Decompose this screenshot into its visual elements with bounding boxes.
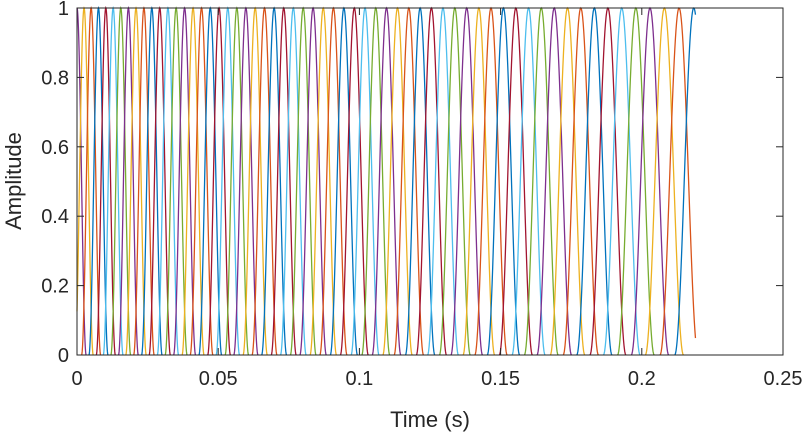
- y-tick-label: 0.8: [41, 67, 69, 89]
- series-line-1: [76, 7, 87, 356]
- y-tick-label: 0.4: [41, 206, 69, 228]
- x-tick-label: 0.05: [199, 368, 238, 390]
- series-line-60: [674, 7, 697, 356]
- x-axis-label: Time (s): [390, 407, 470, 432]
- x-tick-label: 0.1: [345, 368, 373, 390]
- y-axis-label: Amplitude: [1, 132, 26, 230]
- x-tick-label: 0.2: [628, 368, 656, 390]
- series-line-59: [659, 7, 697, 356]
- x-tick-label: 0.25: [764, 368, 803, 390]
- y-tick-label: 0: [58, 345, 69, 367]
- y-tick-label: 1: [58, 0, 69, 20]
- ticks: 0 0.05 0.1 0.15 0.2 0.25 0 0.2 0.4 0.6 0.8 1: [41, 0, 802, 390]
- series-line-2: [76, 6, 94, 356]
- axes-box: [76, 7, 784, 356]
- series-lines: [76, 5, 697, 356]
- y-tick-label: 0.2: [41, 276, 69, 298]
- x-tick-label: 0.15: [481, 368, 520, 390]
- x-tick-label: 0: [71, 368, 82, 390]
- y-tick-label: 0.6: [41, 137, 69, 159]
